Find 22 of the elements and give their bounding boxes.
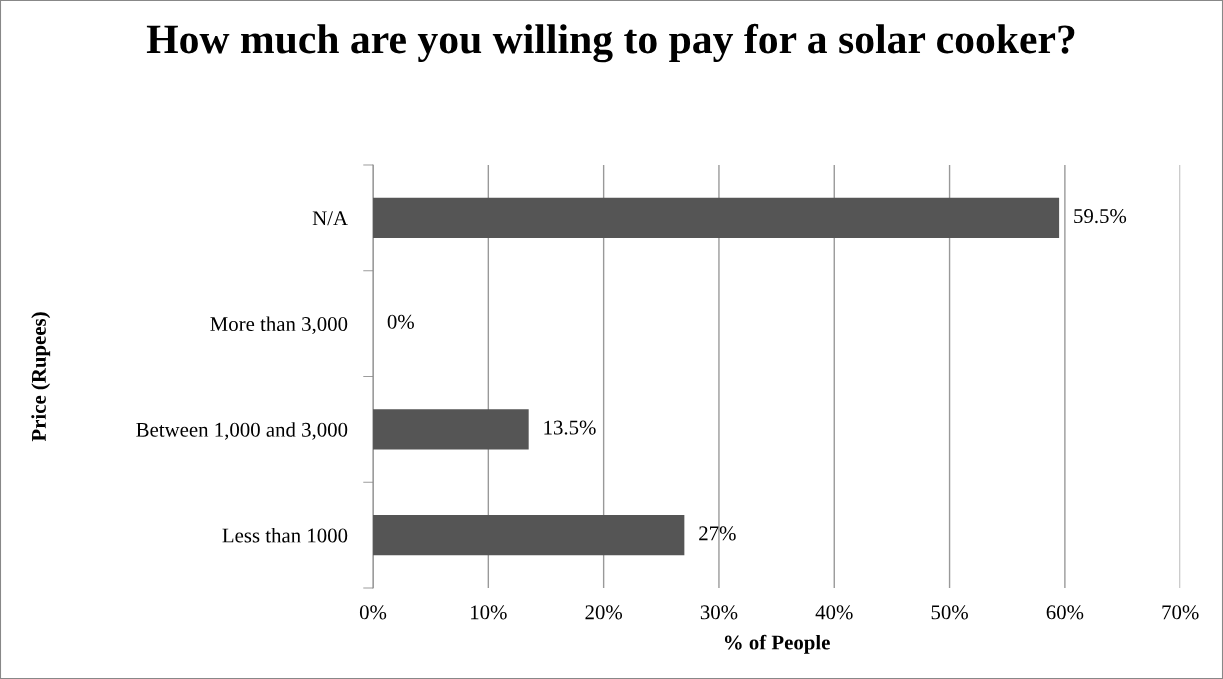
- x-axis-title: % of People: [724, 634, 830, 654]
- x-tick-label: 20%: [585, 605, 623, 620]
- data-label: 59.5%: [1074, 209, 1127, 224]
- y-axis-title: Price (Rupees): [31, 312, 51, 442]
- bar: [373, 515, 685, 556]
- data-label: 0%: [387, 314, 414, 329]
- x-tick-label: 0%: [359, 605, 387, 620]
- data-label: 13.5%: [544, 420, 596, 435]
- x-tick-label: 10%: [471, 605, 507, 620]
- x-tick-label: 60%: [1046, 605, 1084, 620]
- x-tick-label: 40%: [815, 605, 853, 620]
- y-tick-label: More than 3,000: [210, 316, 348, 335]
- x-tick-label: 70%: [1162, 605, 1199, 620]
- data-label: 27%: [699, 526, 736, 541]
- y-tick-label: N/A: [312, 211, 348, 226]
- bar: [373, 409, 529, 450]
- chart-title: How much are you willing to pay for a solar cooker?: [146, 23, 1075, 63]
- x-tick-label: 30%: [700, 605, 738, 620]
- x-tick-label: 50%: [931, 605, 968, 620]
- y-tick-label: Less than 1000: [222, 527, 348, 543]
- y-tick-label: Between 1,000 and 3,000: [136, 422, 348, 440]
- bar: [373, 197, 1060, 238]
